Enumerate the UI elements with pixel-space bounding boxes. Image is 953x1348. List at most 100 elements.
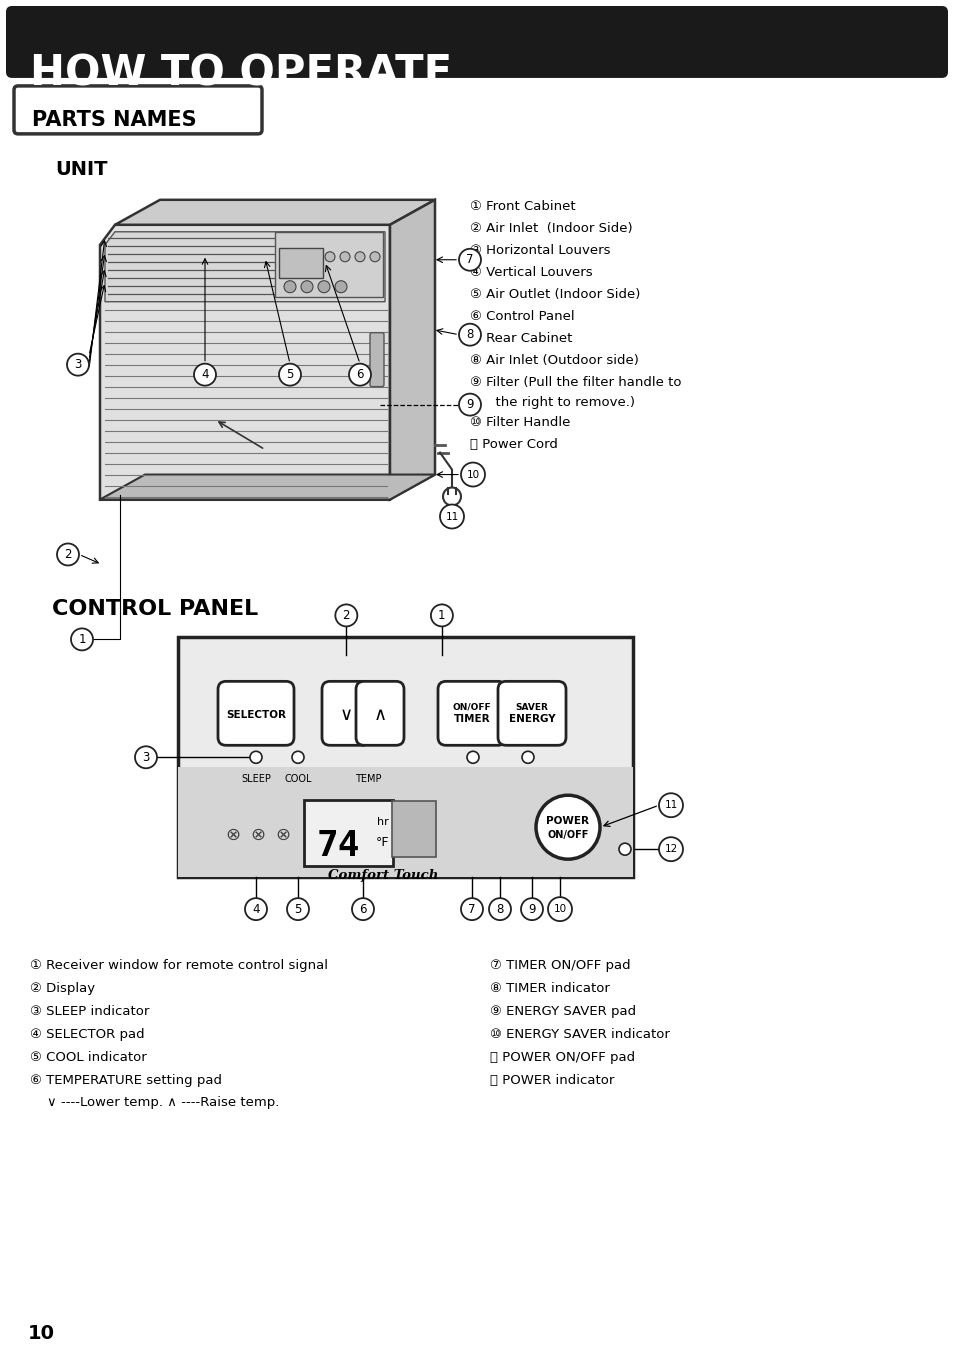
Circle shape [335,280,347,293]
Text: 6: 6 [355,368,363,381]
Text: ④ Vertical Louvers: ④ Vertical Louvers [470,266,592,279]
FancyBboxPatch shape [274,232,382,297]
Circle shape [301,280,313,293]
FancyBboxPatch shape [278,248,323,278]
FancyBboxPatch shape [14,86,262,133]
Text: ⑥ Control Panel: ⑥ Control Panel [470,310,574,322]
Text: ⑫ POWER indicator: ⑫ POWER indicator [490,1074,614,1086]
Circle shape [250,751,262,763]
Text: 7: 7 [466,253,474,267]
Circle shape [355,252,365,262]
Text: SLEEP: SLEEP [241,774,271,785]
FancyBboxPatch shape [178,638,633,878]
Text: ③ Horizontal Louvers: ③ Horizontal Louvers [470,244,610,256]
Text: ① Receiver window for remote control signal: ① Receiver window for remote control sig… [30,958,328,972]
Text: 12: 12 [663,844,677,855]
Text: HOW TO OPERATE: HOW TO OPERATE [30,53,452,94]
Text: Comfort Touch: Comfort Touch [327,869,437,882]
Circle shape [659,837,682,861]
Circle shape [618,844,630,855]
Text: °F: °F [375,836,389,849]
Text: ② Display: ② Display [30,983,95,995]
Text: SAVER: SAVER [515,702,548,712]
Text: 7: 7 [468,903,476,915]
FancyBboxPatch shape [497,681,565,745]
FancyBboxPatch shape [322,681,370,745]
FancyBboxPatch shape [370,333,384,387]
Circle shape [287,898,309,921]
Text: ⊗: ⊗ [225,826,240,844]
Circle shape [521,751,534,763]
Text: ∨ ----Lower temp. ∧ ----Raise temp.: ∨ ----Lower temp. ∧ ----Raise temp. [30,1096,279,1109]
FancyBboxPatch shape [178,767,633,878]
Polygon shape [100,225,390,500]
Circle shape [460,462,484,487]
Circle shape [458,394,480,415]
Text: ⊗: ⊗ [275,826,291,844]
Text: ⑪ POWER ON/OFF pad: ⑪ POWER ON/OFF pad [490,1051,635,1064]
Text: PARTS NAMES: PARTS NAMES [32,111,196,129]
Circle shape [325,252,335,262]
Text: TIMER: TIMER [454,714,490,724]
Circle shape [489,898,511,921]
Text: ⑨ Filter (Pull the filter handle to: ⑨ Filter (Pull the filter handle to [470,376,680,388]
Circle shape [292,751,304,763]
Text: ① Front Cabinet: ① Front Cabinet [470,200,575,213]
Text: ENERGY: ENERGY [508,714,555,724]
Circle shape [57,543,79,565]
Circle shape [339,252,350,262]
Circle shape [659,793,682,817]
Circle shape [335,604,357,627]
Circle shape [352,898,374,921]
Text: ⑦ Rear Cabinet: ⑦ Rear Cabinet [470,332,572,345]
Text: 3: 3 [142,751,150,764]
Text: ⊗: ⊗ [251,826,265,844]
Text: ⑧ TIMER indicator: ⑧ TIMER indicator [490,983,609,995]
Text: ⑤ Air Outlet (Indoor Side): ⑤ Air Outlet (Indoor Side) [470,287,639,301]
FancyBboxPatch shape [355,681,403,745]
Circle shape [439,504,463,528]
Circle shape [284,280,295,293]
Text: ON/OFF: ON/OFF [547,830,588,840]
Text: 5: 5 [286,368,294,381]
Circle shape [317,280,330,293]
FancyBboxPatch shape [304,801,393,867]
Text: 5: 5 [294,903,301,915]
Circle shape [520,898,542,921]
Circle shape [467,751,478,763]
Circle shape [245,898,267,921]
Polygon shape [105,232,385,302]
Circle shape [536,795,599,859]
Circle shape [370,252,379,262]
Text: 2: 2 [64,549,71,561]
Polygon shape [100,474,435,500]
Text: 8: 8 [466,328,474,341]
Text: 11: 11 [663,801,677,810]
Text: 1: 1 [78,634,86,646]
Text: 3: 3 [74,359,82,371]
Text: 8: 8 [496,903,503,915]
Text: 4: 4 [252,903,259,915]
Text: 2: 2 [342,609,350,621]
Circle shape [442,488,460,506]
FancyBboxPatch shape [392,801,436,857]
Circle shape [135,747,157,768]
Text: TEMP: TEMP [355,774,381,785]
Text: COOL: COOL [284,774,312,785]
Text: UNIT: UNIT [55,160,108,179]
Text: ② Air Inlet  (Indoor Side): ② Air Inlet (Indoor Side) [470,222,632,235]
Circle shape [278,364,301,386]
Circle shape [193,364,215,386]
Text: 9: 9 [528,903,536,915]
FancyBboxPatch shape [437,681,505,745]
FancyBboxPatch shape [218,681,294,745]
Text: ∨: ∨ [339,706,353,724]
Circle shape [547,898,572,921]
Polygon shape [390,200,435,500]
Text: ⑪ Power Cord: ⑪ Power Cord [470,438,558,450]
Text: ∧: ∧ [373,706,386,724]
Text: 10: 10 [553,905,566,914]
Text: ⑩ ENERGY SAVER indicator: ⑩ ENERGY SAVER indicator [490,1029,669,1041]
Text: ⑧ Air Inlet (Outdoor side): ⑧ Air Inlet (Outdoor side) [470,353,639,367]
Text: 10: 10 [28,1324,55,1343]
